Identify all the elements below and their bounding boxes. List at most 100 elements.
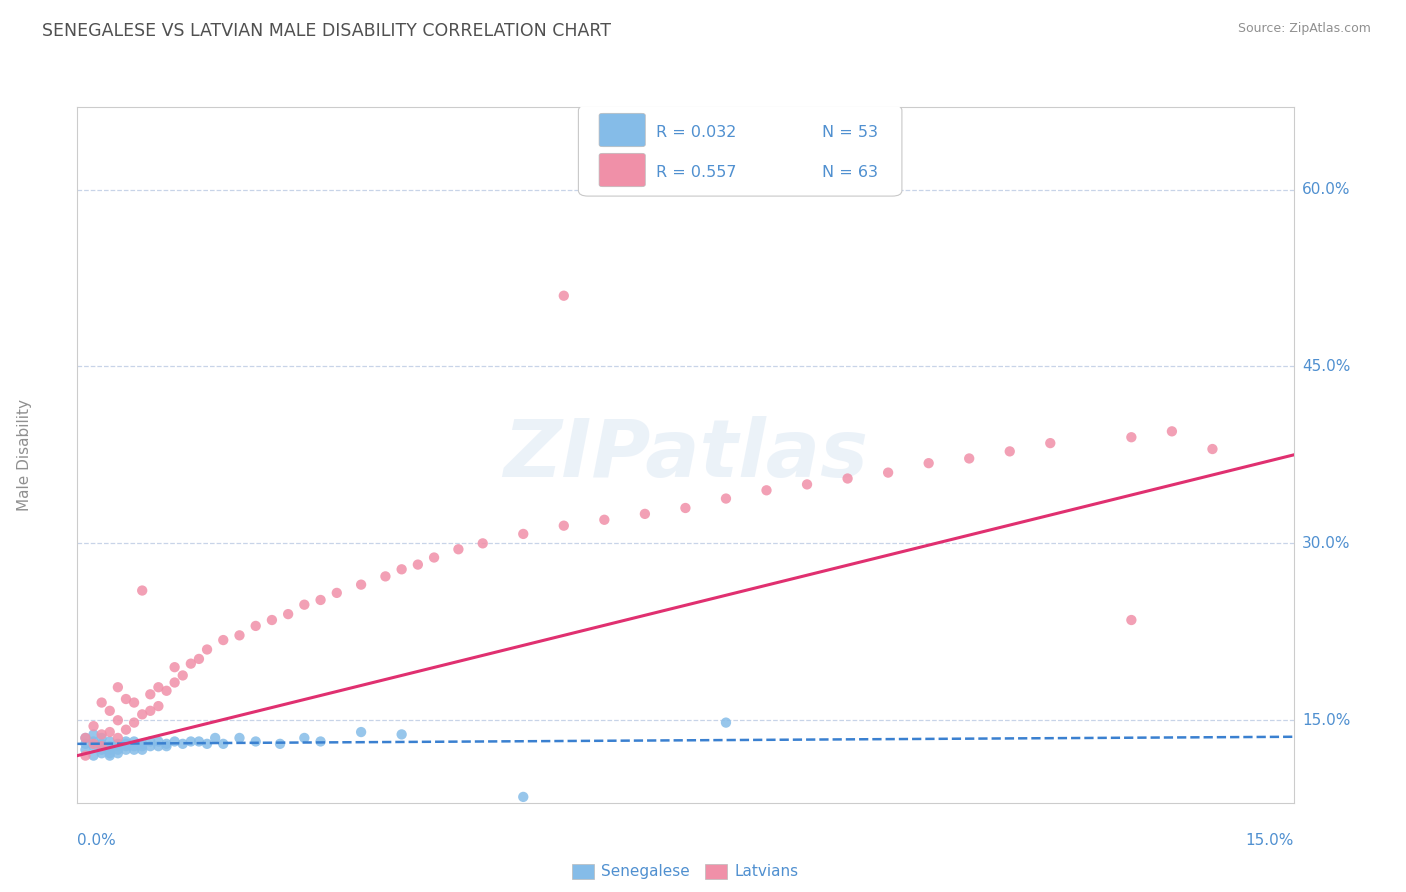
Point — [245, 734, 267, 748]
Point — [98, 748, 121, 763]
Point — [309, 593, 332, 607]
Point — [714, 715, 737, 730]
Point — [204, 731, 226, 745]
Point — [148, 734, 170, 748]
Text: 15.0%: 15.0% — [1302, 713, 1350, 728]
Point — [512, 527, 534, 541]
Point — [83, 739, 105, 754]
Text: 30.0%: 30.0% — [1302, 536, 1350, 551]
Point — [148, 699, 170, 714]
Point — [131, 739, 153, 754]
Text: 0.0%: 0.0% — [77, 833, 117, 848]
Point — [122, 715, 145, 730]
Point — [163, 660, 186, 674]
Point — [406, 558, 429, 572]
Point — [139, 739, 162, 754]
Point — [139, 734, 162, 748]
Point — [1121, 613, 1143, 627]
Point — [115, 743, 138, 757]
Point — [83, 719, 105, 733]
Point — [188, 734, 211, 748]
Text: N = 63: N = 63 — [821, 165, 877, 180]
Point — [122, 696, 145, 710]
Point — [98, 743, 121, 757]
Point — [98, 725, 121, 739]
Point — [107, 737, 129, 751]
Point — [269, 737, 291, 751]
Point — [90, 731, 112, 745]
Point — [131, 707, 153, 722]
Point — [107, 680, 129, 694]
Point — [139, 687, 162, 701]
Point — [998, 444, 1021, 458]
Text: 45.0%: 45.0% — [1302, 359, 1350, 374]
Point — [115, 723, 138, 737]
Point — [195, 737, 218, 751]
Point — [90, 727, 112, 741]
Point — [1039, 436, 1062, 450]
Text: N = 53: N = 53 — [821, 126, 877, 140]
Point — [163, 734, 186, 748]
Point — [675, 500, 697, 515]
Point — [148, 680, 170, 694]
Point — [107, 713, 129, 727]
Point — [98, 734, 121, 748]
Point — [714, 491, 737, 506]
Point — [391, 562, 413, 576]
Point — [148, 739, 170, 754]
Point — [837, 471, 859, 485]
FancyBboxPatch shape — [578, 105, 901, 196]
Point — [90, 737, 112, 751]
Point — [83, 748, 105, 763]
Point — [593, 513, 616, 527]
Point — [447, 542, 470, 557]
Point — [107, 746, 129, 760]
Point — [634, 507, 657, 521]
Point — [98, 746, 121, 760]
Point — [391, 727, 413, 741]
Text: R = 0.032: R = 0.032 — [657, 126, 737, 140]
Point — [115, 734, 138, 748]
Point — [131, 743, 153, 757]
Point — [115, 692, 138, 706]
Text: 15.0%: 15.0% — [1246, 833, 1294, 848]
Point — [188, 652, 211, 666]
Point — [98, 704, 121, 718]
Point — [212, 633, 235, 648]
Point — [90, 696, 112, 710]
Point — [553, 289, 575, 303]
Point — [98, 739, 121, 754]
Point — [180, 657, 202, 671]
Point — [228, 628, 250, 642]
Point — [957, 451, 980, 466]
Point — [90, 746, 112, 760]
Point — [122, 739, 145, 754]
Point — [83, 737, 105, 751]
Point — [245, 619, 267, 633]
Point — [122, 734, 145, 748]
Point — [553, 518, 575, 533]
Point — [877, 466, 900, 480]
Point — [90, 739, 112, 754]
Point — [75, 731, 97, 745]
Point — [107, 743, 129, 757]
Point — [755, 483, 778, 498]
Point — [212, 737, 235, 751]
Point — [107, 731, 129, 745]
Point — [75, 731, 97, 745]
Point — [155, 683, 177, 698]
Point — [75, 748, 97, 763]
Point — [309, 734, 332, 748]
Point — [155, 739, 177, 754]
Point — [163, 675, 186, 690]
Point — [107, 739, 129, 754]
Point — [139, 704, 162, 718]
Point — [172, 668, 194, 682]
Point — [195, 642, 218, 657]
Point — [512, 789, 534, 804]
Point — [277, 607, 299, 621]
Point — [83, 727, 105, 741]
Point — [1121, 430, 1143, 444]
Point — [350, 577, 373, 591]
Text: Male Disability: Male Disability — [17, 399, 32, 511]
